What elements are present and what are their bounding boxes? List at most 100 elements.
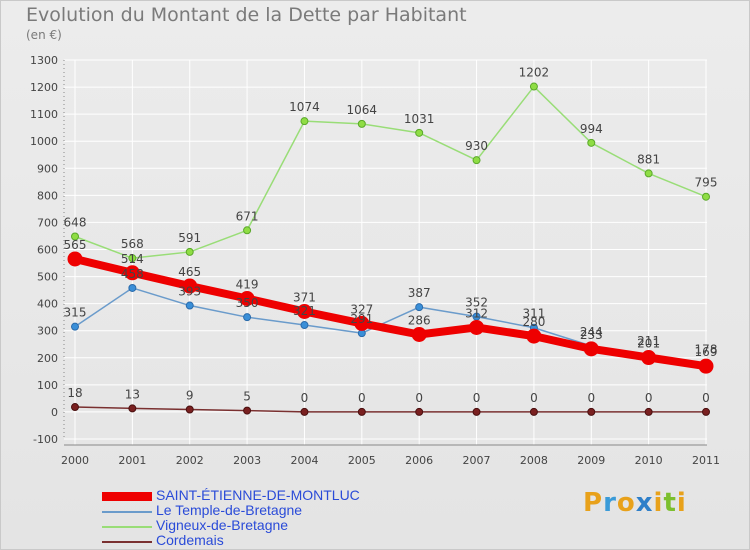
logo-letter: r	[603, 488, 617, 518]
data-point	[587, 407, 596, 416]
chart-title: Evolution du Montant de la Dette par Hab…	[26, 4, 467, 26]
x-tick-label: 2007	[463, 454, 491, 467]
x-tick-label: 2004	[290, 454, 318, 467]
data-point	[185, 247, 194, 256]
data-label: 0	[473, 391, 481, 405]
y-tick-label: 100	[37, 379, 58, 392]
data-label: 648	[64, 216, 87, 230]
data-label: 930	[465, 139, 488, 153]
data-point	[644, 169, 653, 178]
x-tick-label: 2000	[61, 454, 89, 467]
data-point	[71, 403, 79, 412]
data-point	[415, 128, 424, 137]
data-label: 465	[178, 265, 201, 279]
data-point	[529, 407, 538, 416]
data-label: 18	[67, 386, 82, 400]
data-label: 315	[64, 306, 87, 320]
data-point	[644, 407, 653, 416]
data-point	[357, 407, 366, 416]
x-tick-label: 2010	[635, 454, 663, 467]
y-tick-label: 1000	[30, 135, 58, 148]
data-point	[182, 278, 198, 294]
y-tick-label: -100	[33, 433, 58, 446]
data-point	[67, 251, 83, 267]
data-point	[472, 407, 481, 416]
legend-label: SAINT-ÉTIENNE-DE-MONTLUC	[156, 487, 360, 503]
data-label: 286	[408, 314, 431, 328]
x-tick-label: 2006	[405, 454, 433, 467]
data-label: 458	[121, 267, 144, 281]
data-label: 514	[121, 252, 144, 266]
y-tick-label: 700	[37, 216, 58, 229]
data-point	[357, 119, 366, 128]
x-tick-label: 2008	[520, 454, 548, 467]
data-label: 994	[580, 122, 603, 136]
chart-subtitle: (en €)	[26, 28, 62, 42]
x-tick-label: 2003	[233, 454, 261, 467]
data-point	[243, 226, 252, 235]
data-label: 881	[637, 152, 660, 166]
data-label: 0	[415, 391, 423, 405]
data-point	[472, 156, 481, 165]
data-label: 312	[465, 306, 488, 320]
data-label: 0	[530, 391, 538, 405]
data-point	[128, 404, 137, 413]
data-label: 233	[580, 328, 603, 342]
x-tick-label: 2005	[348, 454, 376, 467]
legend-label: Cordemais	[156, 532, 224, 548]
data-label: 321	[293, 304, 316, 318]
data-point	[529, 82, 538, 91]
data-point	[243, 313, 252, 322]
data-point	[411, 327, 427, 343]
data-label: 1064	[347, 103, 378, 117]
data-label: 9	[186, 388, 194, 402]
y-tick-label: 400	[37, 298, 58, 311]
y-tick-label: 1300	[30, 54, 58, 67]
data-point	[415, 407, 424, 416]
y-tick-label: 1200	[30, 81, 58, 94]
y-tick-label: 200	[37, 352, 58, 365]
series-line	[71, 254, 710, 371]
data-label: 0	[645, 391, 653, 405]
data-label: 591	[178, 231, 201, 245]
data-point	[587, 138, 596, 147]
data-label: 0	[358, 391, 366, 405]
x-tick-label: 2009	[577, 454, 605, 467]
data-label: 565	[64, 238, 87, 252]
data-label: 795	[695, 176, 718, 190]
data-label: 419	[236, 277, 259, 291]
proxiti-logo: Proxiti	[583, 488, 687, 518]
y-tick-label: 900	[37, 162, 58, 175]
legend-swatch-saint-etienne	[102, 492, 152, 501]
data-point	[128, 283, 137, 292]
data-label: 371	[293, 290, 316, 304]
x-tick-label: 2002	[176, 454, 204, 467]
y-tick-label: 0	[51, 406, 58, 419]
logo-letter: i	[676, 488, 687, 518]
data-label: 352	[465, 296, 488, 310]
data-point	[71, 232, 79, 241]
data-label: 244	[580, 325, 603, 339]
data-label: 201	[637, 337, 660, 351]
data-label: 0	[587, 391, 595, 405]
data-label: 211	[637, 334, 660, 348]
legend-swatch-vigneux	[102, 526, 152, 528]
y-tick-label: 300	[37, 325, 58, 338]
axes: -100010020030040050060070080090010001100…	[30, 54, 720, 467]
legend-label: Le Temple-de-Bretagne	[156, 502, 303, 518]
data-point	[300, 407, 309, 416]
y-tick-label: 600	[37, 244, 58, 257]
logo-letter: o	[616, 488, 636, 518]
data-label: 0	[702, 391, 710, 405]
data-point	[128, 254, 137, 263]
data-label: 393	[178, 285, 201, 299]
grid-lines	[64, 59, 707, 445]
series-lines	[67, 82, 714, 416]
logo-letter: P	[583, 488, 604, 518]
data-labels: 565 514 465 419 371 327 286 312 280 233 201 169 315 4…	[64, 66, 718, 405]
data-label: 1031	[404, 112, 435, 126]
data-label: 178	[695, 343, 718, 357]
legend-label: Vigneux-de-Bretagne	[156, 517, 289, 533]
data-label: 1202	[519, 66, 550, 80]
